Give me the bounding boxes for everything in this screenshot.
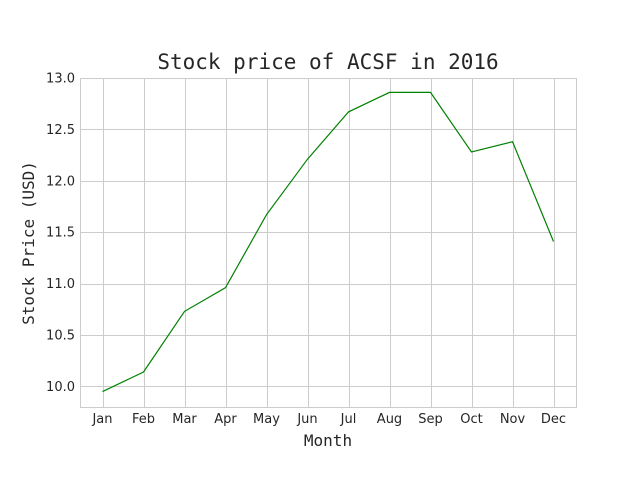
y-tick-label: 11.0 — [46, 277, 75, 292]
x-tick-label: May — [253, 412, 280, 427]
plot-frame — [80, 78, 577, 408]
x-tick-label: Oct — [460, 412, 482, 427]
y-tick-label: 10.0 — [46, 380, 75, 395]
y-tick-label: 12.5 — [46, 123, 75, 138]
x-tick-label: Feb — [132, 412, 155, 427]
x-tick-label: Jul — [340, 412, 357, 427]
y-tick-label: 12.0 — [46, 174, 75, 189]
series-line — [102, 91, 555, 393]
x-tick-label: Mar — [172, 412, 197, 427]
x-tick-labels: Jan Feb Mar Apr May Jun Jul Aug Sep Oct Nov Dec — [91, 412, 566, 427]
x-tick-label: Aug — [377, 412, 402, 427]
x-tick-label: Nov — [500, 412, 526, 427]
x-axis-label: Month — [304, 431, 352, 450]
series-layer — [102, 91, 555, 393]
x-tick-label: Jan — [91, 412, 112, 427]
y-tick-labels: 10.0 10.5 11.0 11.5 12.0 12.5 13.0 — [46, 72, 75, 395]
x-tick-label: Dec — [541, 412, 566, 427]
x-tick-label: Sep — [418, 412, 443, 427]
y-tick-label: 13.0 — [46, 72, 75, 87]
x-tick-label: Apr — [214, 412, 237, 427]
x-tick-label: Jun — [296, 412, 317, 427]
chart-title: Stock price of ACSF in 2016 — [157, 50, 498, 74]
y-tick-label: 11.5 — [46, 226, 75, 241]
y-axis-label: Stock Price (USD) — [19, 161, 38, 325]
grid — [80, 78, 576, 407]
y-tick-label: 10.5 — [46, 329, 75, 344]
